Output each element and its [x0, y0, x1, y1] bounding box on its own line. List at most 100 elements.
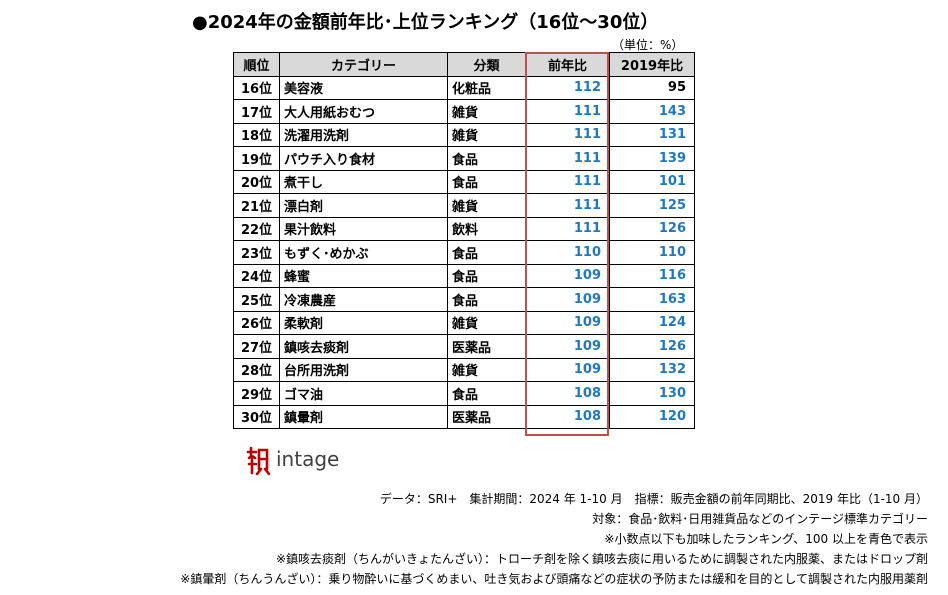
type-cell: 食品	[447, 146, 526, 171]
rank-cell: 24位	[233, 263, 280, 288]
page-title: ●2024年の金額前年比･上位ランキング（16位～30位）	[192, 12, 659, 33]
yoy-cell: 111	[525, 99, 610, 124]
footnote: 対象：食品･飲料･日用雑貨品などのインテージ標準カテゴリー	[592, 512, 928, 526]
header-category: カテゴリー	[279, 52, 448, 77]
table-row: 16位 美容液 化粧品 112 95	[233, 75, 695, 100]
category-cell: 大人用紙おむつ	[279, 99, 448, 124]
yoy-cell: 111	[525, 146, 610, 171]
table-row: 21位 漂白剤 雑貨 111 125	[233, 193, 695, 218]
vs2019-cell: 95	[609, 75, 695, 100]
vs2019-cell: 163	[609, 287, 695, 312]
rank-cell: 16位	[233, 75, 280, 100]
category-cell: ゴマ油	[279, 381, 448, 406]
category-cell: 蜂蜜	[279, 263, 448, 288]
category-cell: 漂白剤	[279, 193, 448, 218]
type-cell: 食品	[447, 287, 526, 312]
table-row: 30位 鎮暈剤 医薬品 108 120	[233, 404, 695, 429]
type-cell: 食品	[447, 169, 526, 194]
type-cell: 飲料	[447, 216, 526, 241]
yoy-cell: 109	[525, 357, 610, 382]
rank-cell: 20位	[233, 169, 280, 194]
table-row: 22位 果汁飲料 飲料 111 126	[233, 216, 695, 241]
rank-cell: 28位	[233, 357, 280, 382]
type-cell: 医薬品	[447, 404, 526, 429]
table-row: 25位 冷凍農産 食品 109 163	[233, 287, 695, 312]
yoy-cell: 109	[525, 310, 610, 335]
header-yoy: 前年比	[525, 52, 610, 77]
vs2019-cell: 120	[609, 404, 695, 429]
rank-cell: 27位	[233, 334, 280, 359]
logo-text: intage	[276, 447, 340, 471]
rank-cell: 26位	[233, 310, 280, 335]
category-cell: 鎮咳去痰剤	[279, 334, 448, 359]
rank-cell: 25位	[233, 287, 280, 312]
type-cell: 食品	[447, 381, 526, 406]
table-row: 18位 洗濯用洗剤 雑貨 111 131	[233, 122, 695, 147]
table-row: 26位 柔軟剤 雑貨 109 124	[233, 310, 695, 335]
vs2019-cell: 116	[609, 263, 695, 288]
rank-cell: 29位	[233, 381, 280, 406]
rank-cell: 19位	[233, 146, 280, 171]
unit-label: （単位：%）	[612, 38, 684, 52]
category-cell: 美容液	[279, 75, 448, 100]
yoy-cell: 109	[525, 263, 610, 288]
vs2019-cell: 131	[609, 122, 695, 147]
table-row: 19位 パウチ入り食材 食品 111 139	[233, 146, 695, 171]
vs2019-cell: 130	[609, 381, 695, 406]
rank-cell: 17位	[233, 99, 280, 124]
table-header-row: 順位 カテゴリー 分類 前年比 2019年比	[233, 52, 695, 77]
rank-cell: 30位	[233, 404, 280, 429]
category-cell: 果汁飲料	[279, 216, 448, 241]
rank-cell: 22位	[233, 216, 280, 241]
type-cell: 雑貨	[447, 357, 526, 382]
yoy-cell: 111	[525, 122, 610, 147]
type-cell: 医薬品	[447, 334, 526, 359]
yoy-cell: 109	[525, 287, 610, 312]
footnote: ※鎮暈剤（ちんうんざい）：乗り物酔いに基づくめまい、吐き気および頭痛などの症状の…	[180, 572, 928, 586]
type-cell: 雑貨	[447, 122, 526, 147]
rank-cell: 18位	[233, 122, 280, 147]
type-cell: 雑貨	[447, 193, 526, 218]
yoy-cell: 108	[525, 404, 610, 429]
vs2019-cell: 126	[609, 334, 695, 359]
table-row: 27位 鎮咳去痰剤 医薬品 109 126	[233, 334, 695, 359]
yoy-cell: 111	[525, 193, 610, 218]
rank-cell: 23位	[233, 240, 280, 265]
category-cell: 鎮暈剤	[279, 404, 448, 429]
table-row: 29位 ゴマ油 食品 108 130	[233, 381, 695, 406]
footnote: データ：SRI+ 集計期間：2024 年 1-10 月 指標：販売金額の前年同期…	[379, 492, 928, 506]
type-cell: 食品	[447, 263, 526, 288]
category-cell: 洗濯用洗剤	[279, 122, 448, 147]
vs2019-cell: 110	[609, 240, 695, 265]
type-cell: 化粧品	[447, 75, 526, 100]
yoy-cell: 111	[525, 169, 610, 194]
table-row: 17位 大人用紙おむつ 雑貨 111 143	[233, 99, 695, 124]
table-row: 23位 もずく･めかぶ 食品 110 110	[233, 240, 695, 265]
header-type: 分類	[447, 52, 526, 77]
yoy-cell: 109	[525, 334, 610, 359]
ranking-table: 順位 カテゴリー 分類 前年比 2019年比 16位 美容液 化粧品 112 95 17位…	[233, 52, 695, 429]
vs2019-cell: 143	[609, 99, 695, 124]
rank-cell: 21位	[233, 193, 280, 218]
footnotes: データ：SRI+ 集計期間：2024 年 1-10 月 指標：販売金額の前年同期…	[180, 489, 928, 589]
vs2019-cell: 124	[609, 310, 695, 335]
vs2019-cell: 126	[609, 216, 695, 241]
yoy-cell: 112	[525, 75, 610, 100]
category-cell: 柔軟剤	[279, 310, 448, 335]
intage-logo-mark-icon	[246, 446, 270, 476]
category-cell: 台所用洗剤	[279, 357, 448, 382]
header-rank: 順位	[233, 52, 280, 77]
yoy-cell: 110	[525, 240, 610, 265]
vs2019-cell: 132	[609, 357, 695, 382]
vs2019-cell: 139	[609, 146, 695, 171]
category-cell: もずく･めかぶ	[279, 240, 448, 265]
type-cell: 雑貨	[447, 99, 526, 124]
table-body: 16位 美容液 化粧品 112 95 17位 大人用紙おむつ 雑貨 111 143 18位 洗濯用洗剤…	[233, 75, 695, 429]
vs2019-cell: 125	[609, 193, 695, 218]
category-cell: 冷凍農産	[279, 287, 448, 312]
table-row: 24位 蜂蜜 食品 109 116	[233, 263, 695, 288]
category-cell: 煮干し	[279, 169, 448, 194]
yoy-cell: 111	[525, 216, 610, 241]
yoy-cell: 108	[525, 381, 610, 406]
vs2019-cell: 101	[609, 169, 695, 194]
